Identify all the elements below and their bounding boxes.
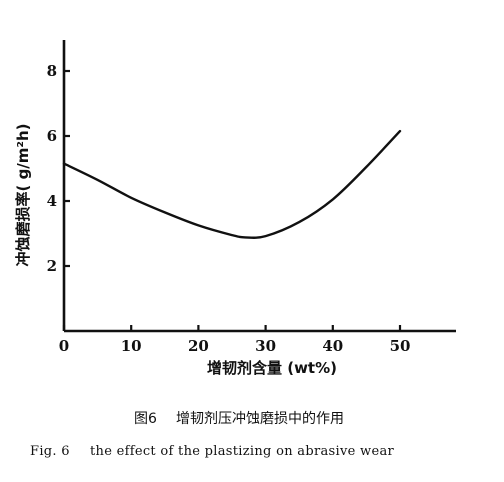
y-tick-label: 4 [47, 192, 57, 210]
caption-chinese: 图6 增韧剂压冲蚀磨损中的作用 [134, 411, 344, 427]
plot-area: 0 10 20 30 40 50 2 4 6 8 [47, 40, 456, 355]
y-tick-label: 6 [47, 127, 57, 145]
x-tick-label: 0 [59, 337, 69, 355]
x-tick-label: 40 [322, 337, 343, 355]
x-tick-label: 50 [390, 337, 411, 355]
series-line [62, 129, 402, 239]
y-tick-label: 8 [47, 62, 57, 80]
caption-chinese-text: 增韧剂压冲蚀磨损中的作用 [176, 411, 344, 427]
caption-english: Fig. 6 the effect of the plastizing on a… [30, 444, 395, 459]
x-tick-label: 20 [188, 337, 209, 355]
x-tick-label: 30 [255, 337, 276, 355]
caption-english-text: the effect of the plastizing on abrasive… [90, 444, 395, 459]
caption-chinese-label: 图6 [134, 411, 157, 427]
caption-english-label: Fig. 6 [30, 444, 70, 459]
x-tick-label: 10 [121, 337, 142, 355]
y-tick-label: 2 [47, 257, 57, 275]
x-axis-title: 增韧剂含量 (wt%) [207, 359, 337, 377]
y-axis-title: 冲蚀磨损率( g/m²h) [14, 123, 32, 266]
